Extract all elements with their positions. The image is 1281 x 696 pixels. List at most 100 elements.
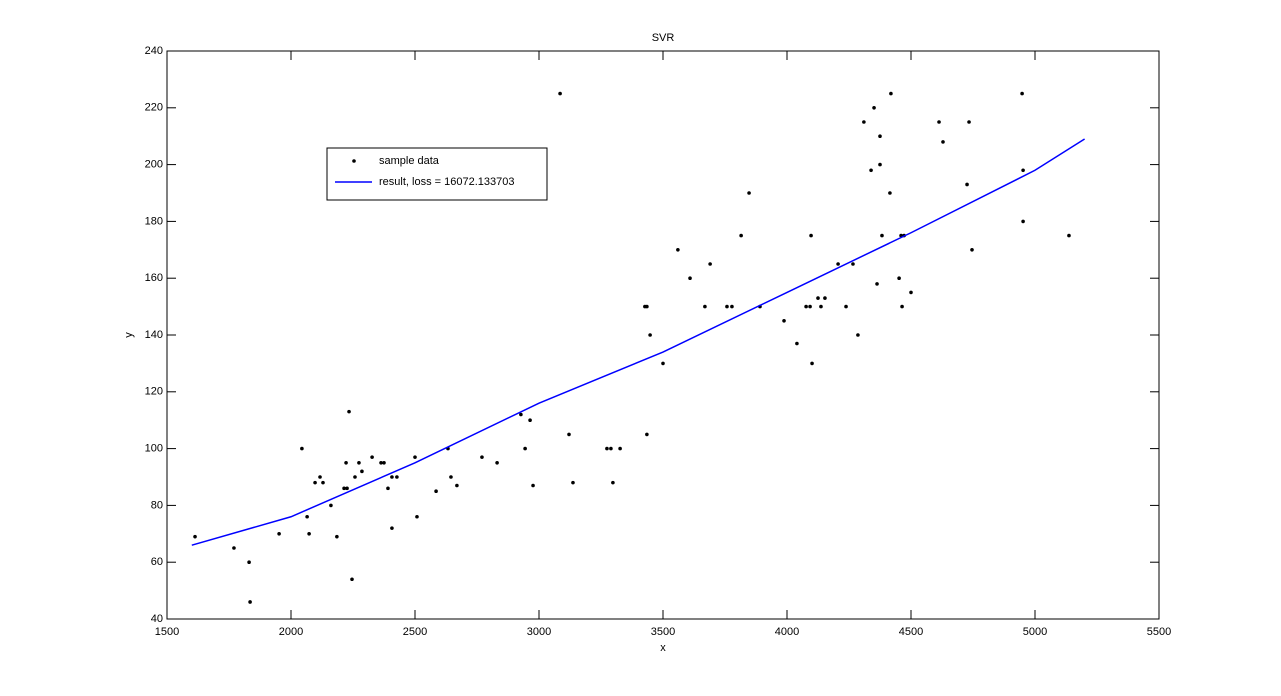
data-point xyxy=(645,304,649,309)
x-tick-label: 5000 xyxy=(1023,626,1047,638)
data-point xyxy=(810,361,814,366)
data-point xyxy=(900,304,904,309)
data-point xyxy=(531,483,535,488)
data-point xyxy=(480,455,484,459)
data-point xyxy=(937,120,941,124)
data-point xyxy=(434,489,438,494)
data-point xyxy=(965,182,969,187)
x-tick-label: 4000 xyxy=(775,626,799,638)
plot-area xyxy=(166,50,1160,620)
data-point xyxy=(350,577,354,582)
y-tick-label: 140 xyxy=(145,329,163,341)
data-point xyxy=(382,461,386,465)
data-point xyxy=(344,461,348,465)
data-point xyxy=(449,475,453,479)
data-point xyxy=(379,461,383,465)
data-point xyxy=(300,446,304,451)
data-point xyxy=(571,480,575,485)
data-point xyxy=(618,446,622,451)
y-tick-label: 40 xyxy=(151,613,163,625)
data-point xyxy=(819,304,823,309)
y-tick-label: 200 xyxy=(145,159,163,171)
data-point xyxy=(193,534,197,539)
data-point xyxy=(795,341,799,346)
data-point xyxy=(360,469,364,474)
y-tick-label: 180 xyxy=(145,215,163,227)
x-tick-label: 2000 xyxy=(279,626,303,638)
x-tick-label: 5500 xyxy=(1147,626,1171,638)
data-point xyxy=(703,304,707,309)
data-point xyxy=(862,120,866,124)
y-tick-label: 240 xyxy=(145,45,163,57)
data-point xyxy=(804,304,808,309)
data-point xyxy=(725,304,729,309)
x-tick-label: 2500 xyxy=(403,626,427,638)
legend-box xyxy=(326,147,548,201)
data-point xyxy=(347,409,351,414)
data-point xyxy=(318,475,322,479)
data-point xyxy=(782,319,786,323)
data-point xyxy=(851,262,855,266)
data-point xyxy=(342,486,346,491)
data-point xyxy=(370,455,374,459)
data-point xyxy=(413,455,417,459)
data-point xyxy=(528,418,532,423)
data-point xyxy=(390,475,394,479)
data-point xyxy=(519,412,523,417)
data-point xyxy=(390,526,394,530)
data-point xyxy=(357,461,361,465)
data-point xyxy=(880,233,884,238)
data-point xyxy=(889,91,893,96)
legend-label: result, loss = 16072.133703 xyxy=(379,176,514,188)
data-point xyxy=(856,333,860,337)
data-point xyxy=(415,514,419,519)
y-tick-label: 80 xyxy=(151,499,163,511)
data-point xyxy=(605,446,609,451)
data-point xyxy=(335,534,339,539)
data-point xyxy=(611,480,615,485)
data-point xyxy=(247,560,251,564)
y-tick-label: 220 xyxy=(145,102,163,114)
data-point xyxy=(878,134,882,138)
data-point xyxy=(844,304,848,309)
data-point xyxy=(967,120,971,124)
data-point xyxy=(1067,233,1071,238)
data-point xyxy=(495,461,499,465)
data-point xyxy=(1020,91,1024,96)
data-point xyxy=(277,532,281,536)
data-point xyxy=(739,233,743,238)
x-tick-label: 3000 xyxy=(527,626,551,638)
data-point xyxy=(747,191,751,195)
data-point xyxy=(645,432,649,437)
data-point xyxy=(661,361,665,366)
y-tick-label: 60 xyxy=(151,556,163,568)
x-tick-label: 3500 xyxy=(651,626,675,638)
data-point xyxy=(648,333,652,337)
data-point xyxy=(353,475,357,479)
data-point xyxy=(307,532,311,536)
x-tick-label: 4500 xyxy=(899,626,923,638)
y-tick-label: 100 xyxy=(145,443,163,455)
data-point xyxy=(313,480,317,485)
x-tick-label: 1500 xyxy=(155,626,179,638)
data-point xyxy=(558,91,562,96)
y-tick-label: 160 xyxy=(145,272,163,284)
data-point xyxy=(872,106,876,110)
data-point xyxy=(888,191,892,195)
data-point xyxy=(808,304,812,309)
fit-line xyxy=(191,138,1085,546)
x-axis-label: x xyxy=(660,642,666,654)
data-point xyxy=(730,304,734,309)
data-point xyxy=(708,262,712,266)
data-point xyxy=(878,162,882,167)
data-point xyxy=(305,514,309,519)
data-point xyxy=(609,446,613,451)
data-point xyxy=(345,486,349,491)
data-point xyxy=(941,140,945,144)
y-axis-label: y xyxy=(123,332,135,338)
data-point xyxy=(395,475,399,479)
data-point xyxy=(836,262,840,266)
legend-marker xyxy=(352,159,356,163)
